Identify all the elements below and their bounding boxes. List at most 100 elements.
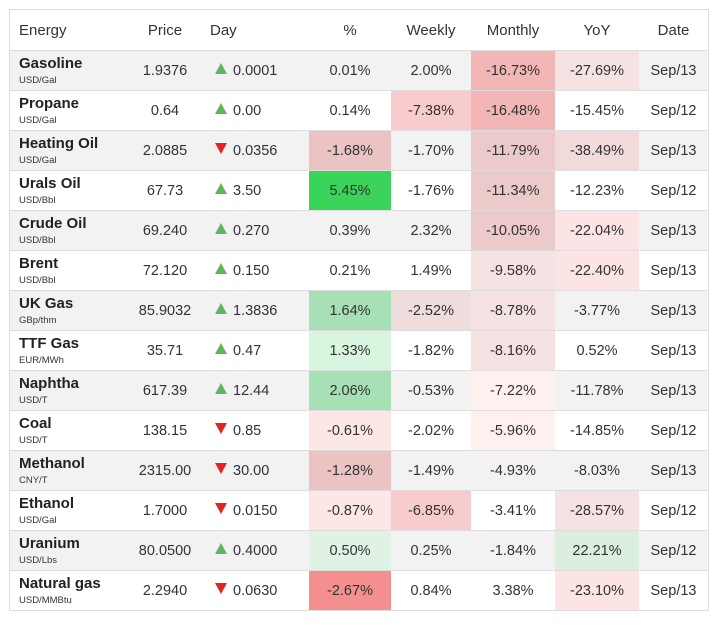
day-change-cell: 12.44 (209, 370, 309, 411)
weekly-change-cell: -1.82% (391, 330, 471, 371)
date-cell: Sep/13 (639, 130, 708, 171)
commodity-unit: USD/T (19, 395, 48, 406)
day-change-cell: 0.0150 (209, 490, 309, 531)
day-change-value: 0.4000 (233, 542, 278, 559)
monthly-change-cell: -11.34% (471, 170, 555, 211)
date-cell: Sep/13 (639, 250, 708, 291)
table-row[interactable]: Ethanol USD/Gal 1.7000 0.0150 -0.87% -6.85% -3… (10, 490, 708, 531)
weekly-change-cell: -7.38% (391, 90, 471, 131)
commodity-unit: USD/Gal (19, 115, 57, 126)
table-row[interactable]: Naphtha USD/T 617.39 12.44 2.06% -0.53% -7.22%… (10, 370, 708, 411)
commodity-name-link[interactable]: Naphtha (19, 375, 79, 392)
table-row[interactable]: UK Gas GBp/thm 85.9032 1.3836 1.64% -2.52% -8.… (10, 290, 708, 331)
col-header-energy[interactable]: Energy (10, 10, 121, 51)
monthly-change-cell: -8.16% (471, 330, 555, 371)
day-change-cell: 0.47 (209, 330, 309, 371)
yoy-change-cell: -3.77% (555, 290, 639, 331)
date-cell: Sep/12 (639, 490, 708, 531)
table-row[interactable]: Coal USD/T 138.15 0.85 -0.61% -2.02% -5.96% -14… (10, 410, 708, 451)
col-header-yoy[interactable]: YoY (555, 10, 639, 51)
date-cell: Sep/13 (650, 582, 697, 599)
commodity-name-link[interactable]: Natural gas (19, 575, 101, 592)
commodity-unit: USD/Bbl (19, 195, 56, 206)
commodity-cell: Urals Oil USD/Bbl (10, 170, 121, 211)
commodity-name-link[interactable]: Heating Oil (19, 135, 99, 152)
day-change-cell: 0.150 (209, 250, 309, 291)
table-row[interactable]: TTF Gas EUR/MWh 35.71 0.47 1.33% -1.82% -8.16%… (10, 330, 708, 371)
percent-change-cell: -2.67% (309, 570, 391, 610)
table-row[interactable]: Propane USD/Gal 0.64 0.00 0.14% -7.38% -16.48%… (10, 90, 708, 131)
commodity-name-link[interactable]: Uranium (19, 535, 80, 552)
table-row[interactable]: Gasoline USD/Gal 1.9376 0.0001 0.01% 2.00% -16… (10, 50, 708, 91)
weekly-change-cell: 2.32% (391, 210, 471, 251)
day-change-value: 0.0150 (233, 502, 278, 519)
col-header-percent[interactable]: % (309, 10, 391, 51)
day-change-value: 0.150 (233, 262, 270, 279)
commodity-name-link[interactable]: Brent (19, 255, 59, 272)
triangle-down-icon (215, 142, 227, 154)
commodity-cell: Coal USD/T (10, 410, 121, 451)
price-cell: 72.120 (121, 250, 209, 291)
day-change-cell: 1.3836 (209, 290, 309, 331)
commodity-name-link[interactable]: Methanol (19, 455, 85, 472)
triangle-down-icon (215, 582, 227, 594)
table-row[interactable]: Heating Oil USD/Gal 2.0885 0.0356 -1.68% -1.7… (10, 130, 708, 171)
commodity-name-link[interactable]: Propane (19, 95, 80, 112)
commodity-name-link[interactable]: Ethanol (19, 495, 74, 512)
table-row[interactable]: Natural gas USD/MMBtu 2.2940 0.0630 -2.67% 0.… (10, 570, 708, 610)
monthly-change-cell: -16.48% (471, 90, 555, 131)
commodity-unit: GBp/thm (19, 315, 57, 326)
commodity-unit: CNY/T (19, 475, 48, 486)
col-header-price[interactable]: Price (121, 10, 209, 51)
commodity-name-link[interactable]: Coal (19, 415, 52, 432)
table-row[interactable]: Brent USD/Bbl 72.120 0.150 0.21% 1.49% -9.58% -… (10, 250, 708, 291)
yoy-change-cell: -28.57% (555, 490, 639, 531)
triangle-up-icon (215, 302, 227, 314)
yoy-change-cell: 22.21% (555, 530, 639, 571)
col-header-date[interactable]: Date (639, 10, 708, 51)
day-change-value: 0.47 (233, 342, 262, 359)
percent-change-cell: -1.28% (309, 450, 391, 491)
yoy-change-cell: -22.40% (555, 250, 639, 291)
commodity-cell: Propane USD/Gal (10, 90, 121, 131)
yoy-change-cell: -38.49% (555, 130, 639, 171)
commodity-cell: UK Gas GBp/thm (10, 290, 121, 331)
table-row[interactable]: Uranium USD/Lbs 80.0500 0.4000 0.50% 0.25% -1.… (10, 530, 708, 571)
commodity-name-link[interactable]: Crude Oil (19, 215, 87, 232)
table-row[interactable]: Urals Oil USD/Bbl 67.73 3.50 5.45% -1.76% -11.… (10, 170, 708, 211)
day-change-value: 12.44 (233, 382, 270, 399)
weekly-change-cell: 0.84% (410, 582, 452, 599)
commodity-unit: USD/Lbs (19, 555, 58, 566)
date-cell: Sep/12 (639, 530, 708, 571)
table-row[interactable]: Crude Oil USD/Bbl 69.240 0.270 0.39% 2.32% -10… (10, 210, 708, 251)
date-cell: Sep/13 (639, 50, 708, 91)
monthly-change-cell: -4.93% (471, 450, 555, 491)
date-cell: Sep/12 (639, 170, 708, 211)
col-header-weekly[interactable]: Weekly (391, 10, 471, 51)
percent-change-cell: 1.33% (309, 330, 391, 371)
monthly-change-cell: -3.41% (471, 490, 555, 531)
triangle-up-icon (215, 382, 227, 394)
yoy-change-cell: -14.85% (555, 410, 639, 451)
weekly-change-cell: -1.49% (391, 450, 471, 491)
commodity-unit: USD/Gal (19, 75, 57, 86)
date-cell: Sep/13 (639, 210, 708, 251)
col-header-monthly[interactable]: Monthly (471, 10, 555, 51)
day-change-value: 0.0356 (233, 142, 278, 159)
day-change-value: 0.0001 (233, 62, 278, 79)
commodity-name-link[interactable]: Urals Oil (19, 175, 81, 192)
commodity-unit: USD/Bbl (19, 235, 56, 246)
commodity-unit: EUR/MWh (19, 355, 64, 366)
table-row[interactable]: Methanol CNY/T 2315.00 30.00 -1.28% -1.49% -4.… (10, 450, 708, 491)
energy-commodities-table: Energy Price Day % Weekly Monthly YoY Da… (10, 10, 708, 610)
yoy-change-cell: -11.78% (555, 370, 639, 411)
commodity-name-link[interactable]: TTF Gas (19, 335, 80, 352)
table-header-row: Energy Price Day % Weekly Monthly YoY Da… (10, 10, 708, 51)
commodity-unit: USD/Gal (19, 515, 57, 526)
date-cell: Sep/12 (639, 410, 708, 451)
col-header-day[interactable]: Day (209, 10, 309, 51)
weekly-change-cell: -2.02% (391, 410, 471, 451)
date-cell: Sep/13 (639, 330, 708, 371)
commodity-name-link[interactable]: Gasoline (19, 55, 83, 72)
commodity-name-link[interactable]: UK Gas (19, 295, 74, 312)
